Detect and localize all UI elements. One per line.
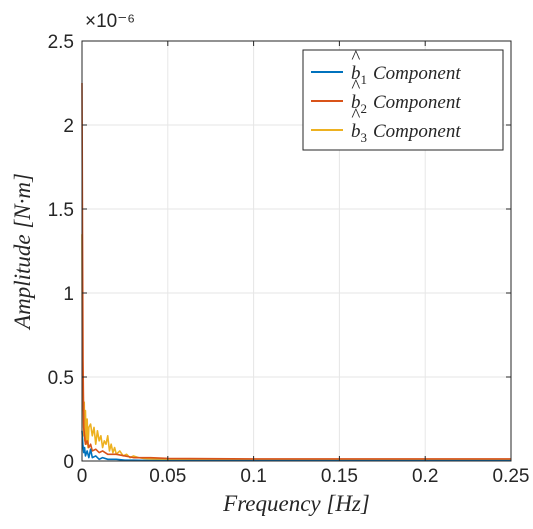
legend-entry-base: b <box>351 63 361 84</box>
legend-entry-subscript: 1 <box>361 72 368 87</box>
legend-entry-suffix: Component <box>373 121 461 142</box>
x-tick-label: 0.2 <box>412 466 438 487</box>
y-tick-label: 2 <box>63 116 74 137</box>
legend-entry-subscript: 3 <box>361 130 368 145</box>
tick-layer: 0 0.05 0.1 0.15 0.2 0.25 0 0.5 1 1.5 2 2.5 <box>48 32 530 487</box>
legend-hat-accent: ^ <box>351 76 361 97</box>
x-tick-label: 0.15 <box>321 466 358 487</box>
x-tick-label: 0.25 <box>493 466 530 487</box>
plot-frame <box>81 40 512 462</box>
series-line-b2 <box>81 82 511 460</box>
series-line-b3 <box>81 234 511 461</box>
legend: b1 Component^b2 Component^b3 Component^ <box>302 47 504 151</box>
x-axis-label: Frequency [Hz] <box>222 491 370 516</box>
y-tick-label: 1.5 <box>48 200 74 221</box>
legend-entry-b3: b3 Component <box>351 121 461 145</box>
y-tick-label: 0 <box>63 452 74 473</box>
x-tick-label: 0 <box>77 466 88 487</box>
legend-entry-suffix: Component <box>373 63 461 84</box>
legend-entry-suffix: Component <box>373 92 461 113</box>
legend-entry-subscript: 2 <box>361 101 368 116</box>
legend-hat-accent: ^ <box>351 47 361 68</box>
y-axis-label: Amplitude [N·m] <box>10 173 35 331</box>
y-exponent-label: ×10⁻⁶ <box>85 11 135 32</box>
y-tick-label: 0.5 <box>48 368 74 389</box>
legend-hat-accent: ^ <box>351 105 361 126</box>
legend-entry-b2: b2 Component <box>351 92 461 116</box>
series-line-b1 <box>81 430 511 462</box>
legend-entry-base: b <box>351 92 361 113</box>
y-tick-label: 1 <box>63 284 74 305</box>
y-tick-label: 2.5 <box>48 32 74 53</box>
x-tick-label: 0.05 <box>149 466 186 487</box>
x-tick-label: 0.1 <box>240 466 266 487</box>
legend-entry-b1: b1 Component <box>351 63 461 87</box>
legend-entry-base: b <box>351 121 361 142</box>
